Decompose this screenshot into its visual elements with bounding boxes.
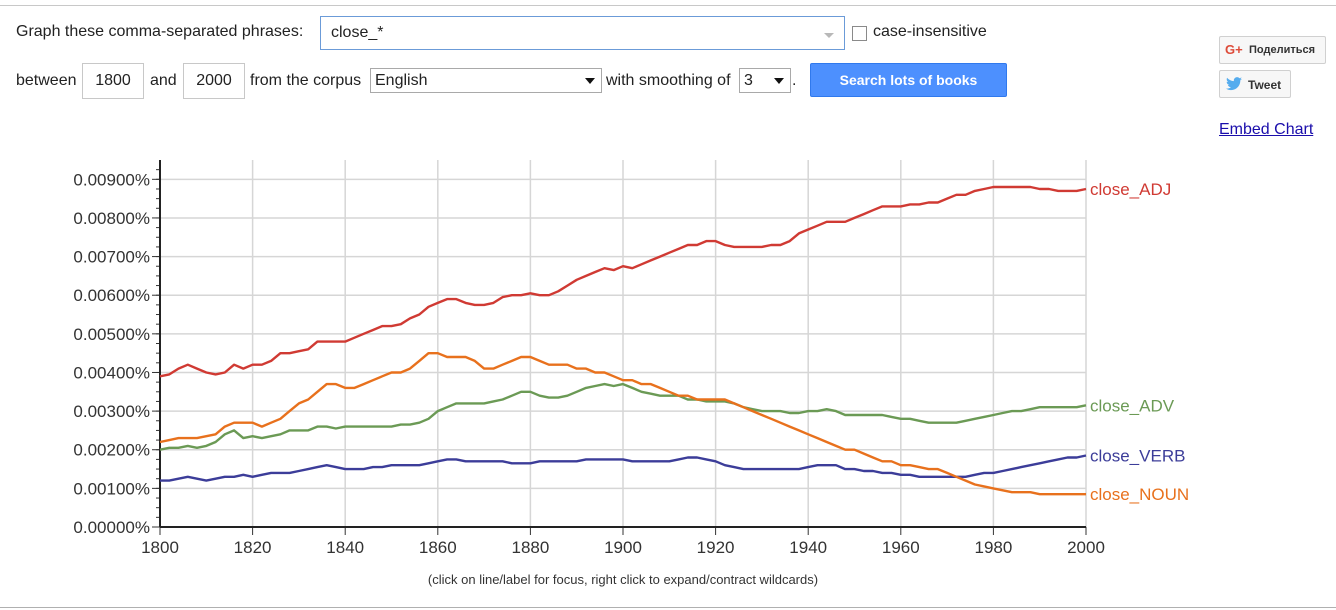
x-tick-label: 1940 (789, 538, 827, 557)
corpus-dropdown-icon (585, 78, 595, 84)
case-insensitive-checkbox[interactable] (852, 26, 867, 41)
twitter-bird-icon (1226, 77, 1242, 91)
tweet-label: Tweet (1248, 78, 1282, 92)
corpus-label: from the corpus (250, 72, 362, 89)
bottom-divider (0, 607, 1336, 608)
y-tick-label: 0.00700% (73, 248, 150, 267)
y-tick-label: 0.00200% (73, 441, 150, 460)
y-tick-label: 0.00000% (73, 518, 150, 537)
series-line-close-verb[interactable] (160, 454, 1087, 482)
smoothing-dropdown-icon (774, 78, 784, 84)
year-end-input[interactable]: 2000 (183, 63, 245, 99)
x-tick-label: 1840 (326, 538, 364, 557)
chart-gridlines (160, 160, 1087, 527)
phrases-label: Graph these comma-separated phrases: (16, 23, 304, 40)
phrases-input[interactable]: close_* (320, 16, 845, 50)
x-tick-label: 1820 (234, 538, 272, 557)
chart-series-labels[interactable]: close_ADJ close_ADV close_VERB close_NOUN (1090, 180, 1189, 504)
series-label-close-verb[interactable]: close_VERB (1090, 447, 1185, 466)
google-plus-icon: G+ (1225, 42, 1243, 57)
form-period: . (792, 72, 797, 89)
x-tick-label: 1880 (511, 538, 549, 557)
y-tick-label: 0.00900% (73, 170, 150, 189)
series-label-close-noun[interactable]: close_NOUN (1090, 485, 1189, 504)
search-button[interactable]: Search lots of books (810, 63, 1007, 97)
y-tick-label: 0.00600% (73, 286, 150, 305)
x-tick-label: 1860 (419, 538, 457, 557)
smoothing-label: with smoothing of (606, 72, 731, 89)
between-label: between (16, 72, 77, 89)
series-line-close-noun[interactable] (159, 352, 1086, 496)
x-tick-label: 1960 (882, 538, 920, 557)
tweet-button[interactable]: Tweet (1219, 70, 1291, 98)
x-tick-label: 1980 (974, 538, 1012, 557)
y-tick-label: 0.00800% (73, 209, 150, 228)
x-tick-label: 1920 (697, 538, 735, 557)
smoothing-select[interactable]: 3 (739, 68, 791, 93)
x-tick-label: 1900 (604, 538, 642, 557)
x-tick-label: 1800 (141, 538, 179, 557)
top-divider (0, 5, 1336, 6)
chart-footnote: (click on line/label for focus, right cl… (427, 572, 819, 587)
gplus-share-button[interactable]: G+ Поделиться (1219, 36, 1326, 64)
chart-axes: 1800 1820 1840 1860 1880 1900 1920 1940 1960 1980… (73, 160, 1105, 557)
autocomplete-chevron-icon[interactable] (824, 33, 834, 38)
series-line-close-adj[interactable] (159, 185, 1087, 378)
year-start-input[interactable]: 1800 (82, 63, 144, 99)
series-label-close-adv[interactable]: close_ADV (1090, 396, 1175, 415)
gplus-share-label: Поделиться (1249, 44, 1316, 56)
and-label: and (150, 72, 177, 89)
y-tick-label: 0.00300% (73, 402, 150, 421)
corpus-select-value: English (375, 72, 428, 89)
case-insensitive-label[interactable]: case-insensitive (873, 23, 987, 40)
y-tick-label: 0.00400% (73, 363, 150, 382)
corpus-select[interactable]: English (370, 68, 602, 93)
chart-series-lines[interactable] (159, 185, 1087, 496)
series-line-close-adv[interactable] (159, 382, 1087, 451)
smoothing-select-value: 3 (744, 72, 753, 89)
phrases-input-value: close_* (331, 24, 384, 41)
embed-chart-link[interactable]: Embed Chart (1219, 121, 1314, 138)
y-tick-label: 0.00100% (73, 479, 150, 498)
x-tick-label: 2000 (1067, 538, 1105, 557)
y-tick-label: 0.00500% (73, 325, 150, 344)
ngram-line-chart: 1800 1820 1840 1860 1880 1900 1920 1940 1960 1980… (73, 160, 1189, 557)
series-label-close-adj[interactable]: close_ADJ (1090, 180, 1171, 199)
